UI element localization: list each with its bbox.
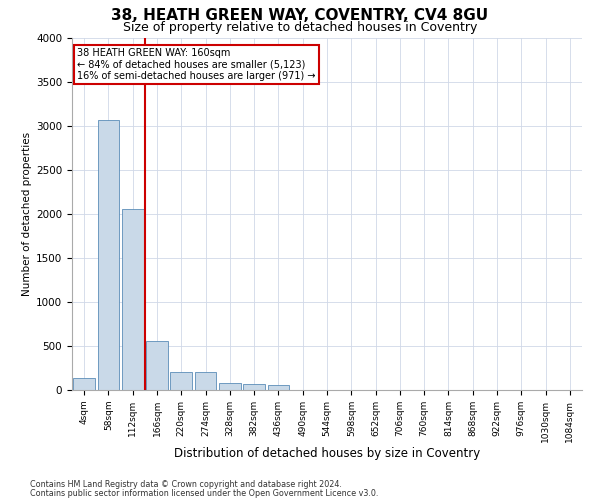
Bar [194, 372, 217, 390]
Bar [170, 372, 192, 390]
Bar [219, 382, 241, 390]
X-axis label: Distribution of detached houses by size in Coventry: Distribution of detached houses by size … [174, 448, 480, 460]
Bar [73, 378, 95, 390]
Text: Contains HM Land Registry data © Crown copyright and database right 2024.: Contains HM Land Registry data © Crown c… [30, 480, 342, 489]
Bar [97, 120, 119, 390]
Y-axis label: Number of detached properties: Number of detached properties [22, 132, 32, 296]
Bar [243, 384, 265, 390]
Bar [122, 210, 143, 390]
Text: Size of property relative to detached houses in Coventry: Size of property relative to detached ho… [123, 21, 477, 34]
Text: Contains public sector information licensed under the Open Government Licence v3: Contains public sector information licen… [30, 488, 379, 498]
Bar [146, 340, 168, 390]
Bar [268, 384, 289, 390]
Text: 38 HEATH GREEN WAY: 160sqm
← 84% of detached houses are smaller (5,123)
16% of s: 38 HEATH GREEN WAY: 160sqm ← 84% of deta… [77, 48, 316, 82]
Text: 38, HEATH GREEN WAY, COVENTRY, CV4 8GU: 38, HEATH GREEN WAY, COVENTRY, CV4 8GU [112, 8, 488, 22]
